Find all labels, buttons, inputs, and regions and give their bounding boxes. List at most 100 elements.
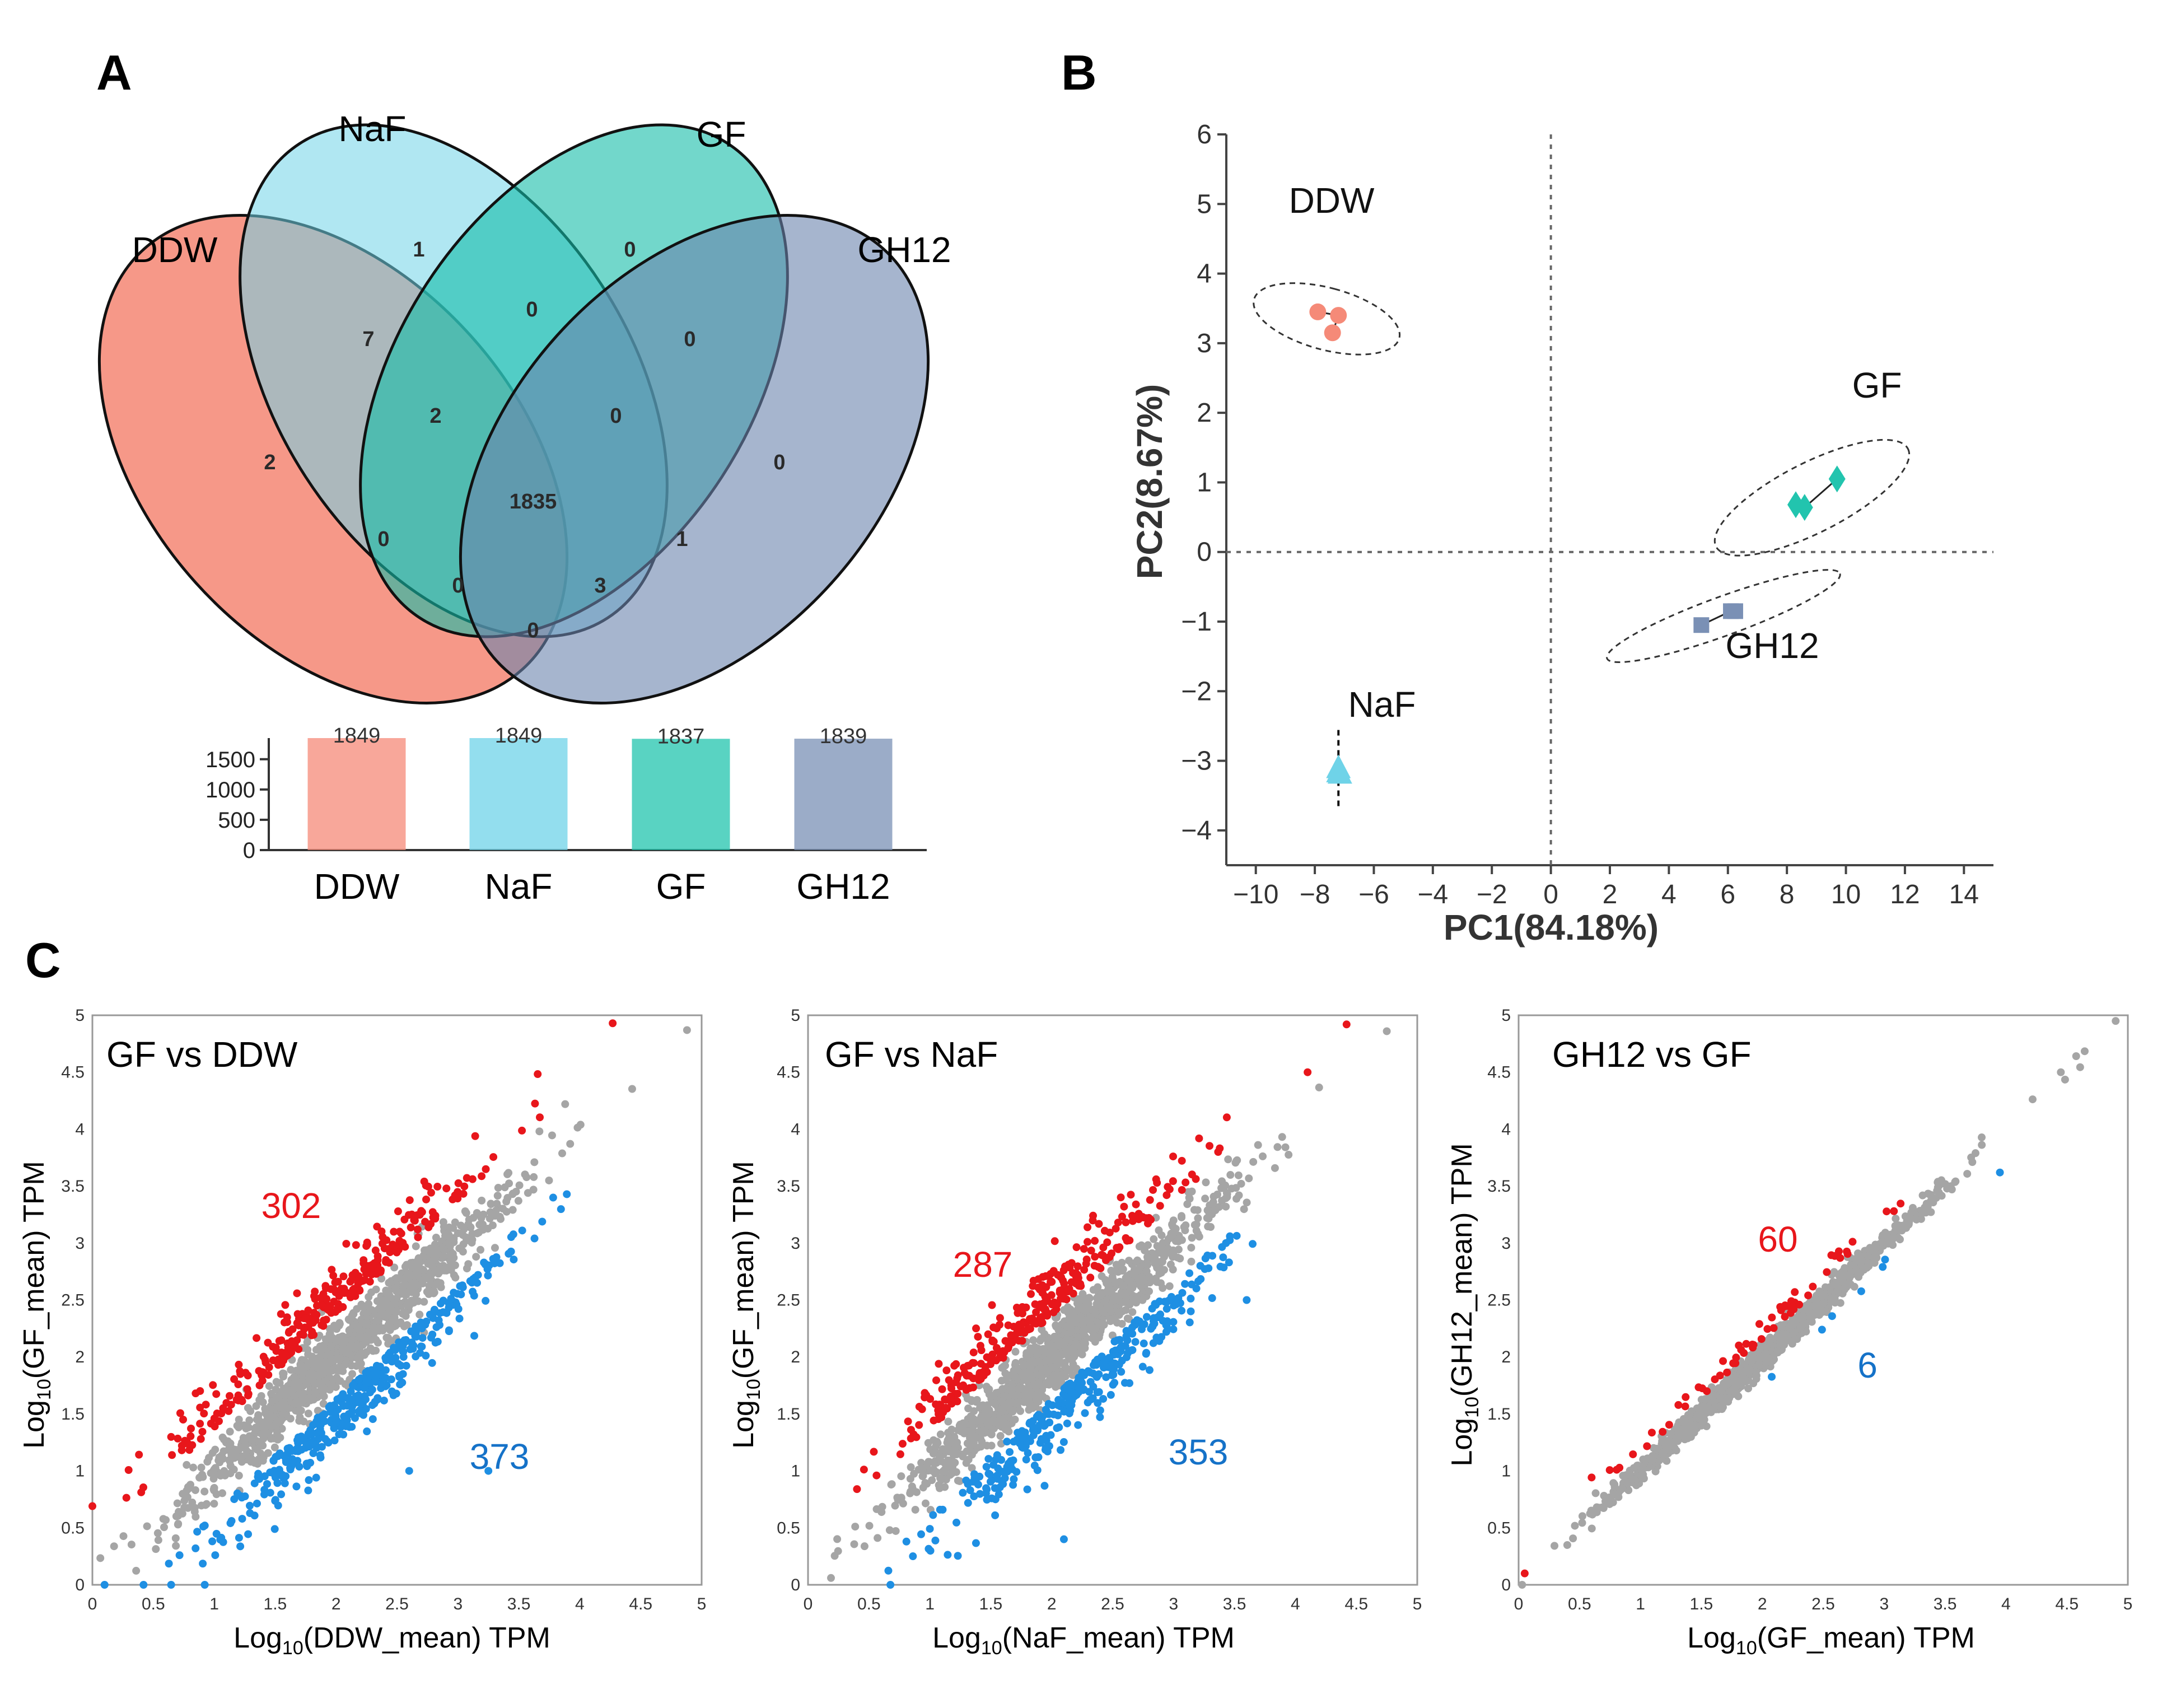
pca-x-tick-label: 2 (1603, 880, 1618, 909)
scatter-point-up (932, 1400, 940, 1408)
scatter-point-down (1074, 1421, 1082, 1429)
axis-title-log: Log (234, 1622, 282, 1654)
scatter-point-ns (983, 1401, 992, 1410)
scatter-point-up (1041, 1292, 1049, 1301)
scatter-point-ns (524, 1189, 532, 1197)
scatter-point-ns (267, 1389, 275, 1398)
scatter-point-down (1081, 1409, 1089, 1417)
scatter-point-up (1084, 1238, 1092, 1246)
scatter-point-ns (336, 1366, 344, 1375)
pca-y-tick-label: −1 (1181, 607, 1212, 637)
scatter-point-down (1142, 1313, 1151, 1321)
scatter-point-down (1201, 1254, 1210, 1263)
scatter-point-ns (1086, 1320, 1095, 1329)
scatter-point-ns (341, 1380, 349, 1388)
scatter-point-down (269, 1457, 278, 1465)
scatter-point-down (969, 1477, 977, 1486)
scatter-point-down (422, 1351, 430, 1360)
scatter-point-up (478, 1172, 486, 1180)
scatter-point-up (965, 1371, 973, 1380)
scatter-point-down (412, 1332, 421, 1341)
scatter-point-down (391, 1346, 399, 1354)
pca-y-tick-label: 3 (1197, 329, 1212, 358)
scatter-point-ns (1066, 1365, 1074, 1374)
scatter-point-ns (277, 1391, 285, 1399)
scatter-point-ns (1020, 1398, 1028, 1406)
scatter-point-up (422, 1195, 431, 1203)
scatter-point-down (381, 1374, 390, 1382)
scatter-point-ns (362, 1348, 371, 1356)
scatter-point-up (896, 1450, 904, 1458)
scatter-point-ns (485, 1214, 494, 1222)
scatter-point-down (1038, 1412, 1047, 1421)
scatter-point-up (1018, 1337, 1026, 1345)
scatter-point-ns (250, 1459, 259, 1467)
scatter-point-down (1208, 1294, 1216, 1303)
scatter-point-ns (983, 1441, 991, 1450)
scatter-point-ns (933, 1438, 941, 1446)
scatter-point-ns (459, 1248, 467, 1256)
scatter-point-ns (327, 1342, 335, 1351)
scatter-point-ns (1153, 1278, 1161, 1286)
scatter-x-tick-label: 2 (1758, 1595, 1767, 1613)
scatter-point-ns (339, 1339, 347, 1347)
scatter-point-ns (191, 1486, 199, 1494)
scatter-point-ns (345, 1326, 354, 1334)
scatter-point-ns (239, 1434, 248, 1442)
scatter-point-up (259, 1352, 268, 1361)
scatter-y-tick-label: 1 (75, 1462, 85, 1481)
scatter-point-ns (1036, 1371, 1045, 1379)
scatter-point-ns (1098, 1305, 1106, 1314)
scatter-x-tick-label: 0.5 (142, 1595, 165, 1613)
scatter-point-down (1059, 1438, 1068, 1446)
scatter-point-up (938, 1385, 946, 1393)
scatter-point-ns (984, 1410, 992, 1418)
scatter-point-up (264, 1338, 272, 1347)
scatter-point-up (427, 1188, 435, 1197)
scatter-point-ns (1070, 1343, 1078, 1352)
scatter-point-ns (362, 1338, 371, 1346)
venn-region-all-four: 1835 (510, 490, 557, 514)
scatter-point-up (872, 1471, 881, 1480)
scatter-point-down (886, 1581, 895, 1589)
scatter-point-up (413, 1225, 422, 1234)
scatter-point-ns (246, 1407, 255, 1415)
scatter-point-ns (430, 1288, 438, 1296)
scatter-point-ns (429, 1244, 438, 1252)
scatter-point-up (853, 1485, 861, 1494)
scatter-point-ns (1571, 1522, 1579, 1530)
scatter-point-ns (1922, 1200, 1931, 1208)
scatter-x-tick-label: 5 (697, 1595, 707, 1613)
scatter-point-ns (238, 1443, 246, 1452)
scatter-point-ns (426, 1268, 435, 1277)
scatter-point-down (311, 1440, 320, 1449)
scatter-point-ns (924, 1439, 932, 1447)
venn-region-naf-only: 1 (413, 238, 424, 262)
scatter-point-up (418, 1208, 426, 1216)
scatter-point-ns (834, 1547, 842, 1555)
scatter-point-ns (339, 1346, 347, 1354)
scatter-point-up (981, 1363, 989, 1371)
scatter-point-up (288, 1325, 297, 1333)
scatter-point-down (428, 1359, 436, 1367)
scatter-point-up (1192, 1175, 1200, 1183)
scatter-point-ns (304, 1350, 312, 1359)
scatter-point-down (428, 1311, 437, 1319)
scatter-point-ns (1026, 1365, 1035, 1374)
scatter-x-tick-label: 1.5 (264, 1595, 287, 1613)
scatter-point-ns (260, 1424, 268, 1432)
scatter-point-ns (919, 1483, 927, 1492)
scatter-point-ns (409, 1279, 417, 1287)
scatter-point-ns (1070, 1308, 1078, 1317)
scatter-y-axis-title: Log10(GF_mean) TPM (18, 1161, 55, 1449)
scatter-point-ns (463, 1264, 471, 1273)
scatter-point-ns (1079, 1343, 1087, 1351)
scatter-point-up (1146, 1196, 1154, 1204)
scatter-point-ns (415, 1310, 424, 1319)
scatter-point-ns (1114, 1308, 1123, 1317)
scatter-point-down (1151, 1300, 1159, 1308)
scatter-point-ns (400, 1281, 409, 1289)
scatter-point-up (969, 1348, 978, 1357)
scatter-point-up (405, 1196, 414, 1205)
scatter-point-up (1127, 1191, 1135, 1199)
